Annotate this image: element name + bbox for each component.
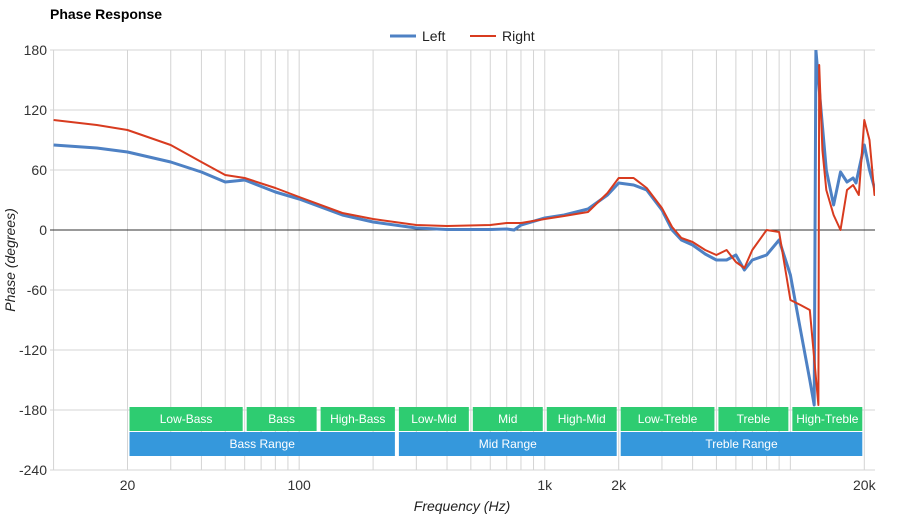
band-label: Low-Treble bbox=[638, 412, 698, 426]
band-treble bbox=[718, 407, 789, 431]
y-tick-label: 120 bbox=[24, 102, 48, 118]
y-tick-label: -240 bbox=[19, 462, 47, 478]
y-tick-label: 0 bbox=[39, 222, 47, 238]
y-tick-label: -120 bbox=[19, 342, 47, 358]
y-tick-label: 180 bbox=[24, 42, 48, 58]
band-low-bass bbox=[129, 407, 243, 431]
band-label: Bass bbox=[268, 412, 295, 426]
band-bass bbox=[246, 407, 317, 431]
y-axis-label: Phase (degrees) bbox=[2, 208, 18, 312]
band-label: Low-Bass bbox=[160, 412, 213, 426]
band-label: Low-Mid bbox=[411, 412, 456, 426]
x-axis-label: Frequency (Hz) bbox=[414, 498, 510, 514]
x-tick-label: 20 bbox=[120, 477, 136, 493]
band-label: Treble bbox=[737, 412, 771, 426]
series-lines bbox=[53, 50, 875, 407]
band-bass-range bbox=[129, 432, 395, 456]
band-high-treble bbox=[792, 407, 863, 431]
band-label: Bass Range bbox=[230, 437, 296, 451]
y-tick-label: -180 bbox=[19, 402, 47, 418]
band-mid-range bbox=[398, 432, 617, 456]
band-low-treble bbox=[620, 407, 715, 431]
band-label: High-Mid bbox=[558, 412, 606, 426]
frequency-bands: Low-Bass Bass High-Bass Low-Mid Mid High-Mid L… bbox=[129, 407, 863, 456]
x-tick-label: 100 bbox=[287, 477, 311, 493]
y-tick-label: -60 bbox=[27, 282, 47, 298]
series-line-right bbox=[53, 64, 875, 406]
band-low-mid bbox=[398, 407, 469, 431]
x-tick-label: 1k bbox=[537, 477, 553, 493]
y-tick-label: 60 bbox=[31, 162, 47, 178]
band-label: Mid Range bbox=[479, 437, 537, 451]
legend-label-left: Left bbox=[422, 28, 445, 44]
series-line-left bbox=[53, 50, 875, 407]
band-label: High-Bass bbox=[330, 412, 385, 426]
band-high-mid bbox=[546, 407, 617, 431]
legend: Left Right bbox=[390, 28, 535, 44]
band-label: Mid bbox=[498, 412, 517, 426]
legend-label-right: Right bbox=[502, 28, 535, 44]
band-high-bass bbox=[320, 407, 395, 431]
band-label: Treble Range bbox=[705, 437, 778, 451]
band-mid bbox=[472, 407, 543, 431]
band-label: High-Treble bbox=[796, 412, 859, 426]
x-tick-label: 20k bbox=[853, 477, 877, 493]
chart-title: Phase Response bbox=[50, 6, 162, 22]
x-tick-label: 2k bbox=[611, 477, 627, 493]
axis-ticks: 180 120 60 0 -60 -120 -180 -240 20 100 1k 2k 20k bbox=[19, 42, 877, 493]
band-treble-range bbox=[620, 432, 863, 456]
